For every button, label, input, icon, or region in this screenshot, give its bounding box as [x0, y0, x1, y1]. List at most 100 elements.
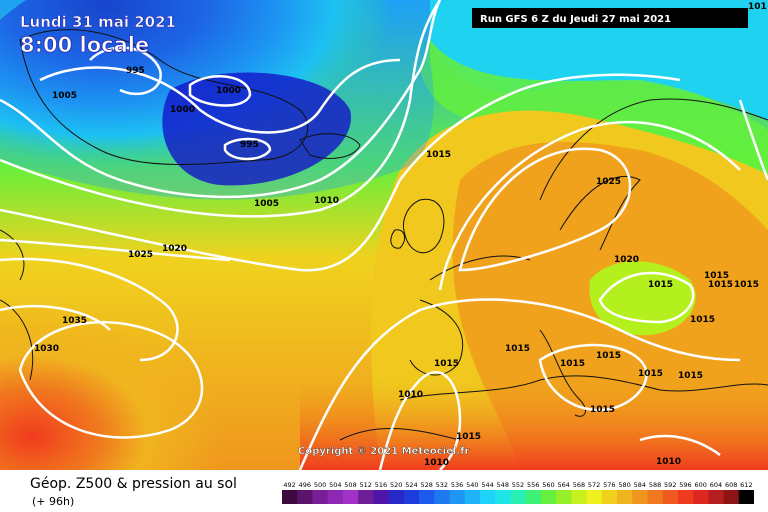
- isobar-1025-b: [458, 147, 632, 272]
- legend-tick-label: 572: [588, 481, 600, 489]
- isobar-label: 1000: [170, 105, 195, 115]
- legend-swatch: [540, 490, 557, 504]
- isobar-label: 1005: [52, 91, 77, 101]
- legend-tick-label: 508: [344, 481, 356, 489]
- isobar-label: 1010: [424, 458, 449, 468]
- isobar-1035: [0, 304, 111, 331]
- legend-swatch: [419, 490, 435, 504]
- isobar-label: 1015: [690, 315, 715, 325]
- legend-swatch: [388, 490, 405, 504]
- isobar-1015-c: [598, 271, 695, 324]
- legend-swatch: [510, 490, 526, 504]
- isobar-1005: [0, 0, 442, 199]
- field-northeast-green: [420, 40, 768, 170]
- iceland-coast: [299, 133, 361, 159]
- isobar-1030: [18, 321, 204, 439]
- legend-tick-label: 528: [420, 481, 432, 489]
- local-time-label: 8:00 locale: [20, 33, 149, 57]
- legend-tick-label: 604: [710, 481, 722, 489]
- isobar-1015-d: [538, 343, 648, 412]
- isobar-label: 1030: [34, 344, 59, 354]
- legend-swatch: [312, 490, 328, 504]
- isobar-label: 1015: [734, 280, 759, 290]
- isobar-label: 1015: [456, 432, 481, 442]
- isobar-label: 1015: [426, 150, 451, 160]
- corner-label: 101: [748, 2, 767, 12]
- legend-tick-label: 600: [694, 481, 706, 489]
- legend-tick-label: 596: [679, 481, 691, 489]
- isobar-1020-b: [438, 120, 741, 291]
- isobar-label: 1015: [648, 280, 673, 290]
- isobar-995-b: [223, 137, 272, 161]
- legend-tick-label: 496: [299, 481, 311, 489]
- isobar-label: 995: [126, 66, 145, 76]
- isobar-label: 1015: [434, 359, 459, 369]
- legend-tick-label: 520: [390, 481, 402, 489]
- legend-tick-label: 504: [329, 481, 341, 489]
- legend-tick-label: 556: [527, 481, 539, 489]
- isobar-label: 995: [240, 140, 259, 150]
- isobar-label: 1000: [216, 86, 241, 96]
- legend-swatch: [556, 490, 572, 504]
- legend-swatch: [449, 490, 466, 504]
- legend-swatch: [616, 490, 633, 504]
- legend-swatch: [647, 490, 663, 504]
- legend-swatch: [738, 490, 754, 504]
- coastlines: [0, 29, 768, 441]
- isobar-labels: 995 1005 1000 1000 995 1005 1010 1015 10…: [34, 66, 759, 468]
- footer-title: Géop. Z500 & pression au sol: [30, 476, 237, 492]
- legend-tick-label: 500: [314, 481, 326, 489]
- greenland-coast: [19, 29, 309, 165]
- isobar-1010: [0, 0, 442, 218]
- legend-swatch: [525, 490, 542, 504]
- legend-tick-label: 536: [451, 481, 463, 489]
- legend-tick-label: 592: [664, 481, 676, 489]
- isobar-1000-a: [188, 75, 252, 107]
- legend-swatch: [358, 490, 374, 504]
- legend-swatch: [297, 490, 313, 504]
- legend-swatch: [327, 490, 344, 504]
- legend-swatch: [403, 490, 420, 504]
- isobars: [0, 0, 768, 470]
- isobar-label: 1010: [398, 390, 423, 400]
- legend-swatch: [677, 490, 694, 504]
- run-info-box: [472, 8, 748, 28]
- legend-swatch: [662, 490, 679, 504]
- legend-swatch: [693, 490, 709, 504]
- isobar-1010-b: [639, 434, 721, 457]
- legend-swatch: [464, 490, 481, 504]
- legend-tick-label: 516: [375, 481, 387, 489]
- isobar-label: 1035: [62, 316, 87, 326]
- legend-swatch: [434, 490, 450, 504]
- isobar-label: 1005: [254, 199, 279, 209]
- legend-swatch: [632, 490, 648, 504]
- field-central-green: [589, 261, 696, 336]
- copyright-label: Copyright © 2021 Meteociel.fr: [298, 446, 469, 457]
- run-info-label: Run GFS 6 Z du Jeudi 27 mai 2021: [480, 14, 671, 25]
- legend-tick-label: 568: [573, 481, 585, 489]
- legend-swatch: [373, 490, 389, 504]
- isobar-label: 1015: [505, 344, 530, 354]
- isobar-1015-b: [298, 298, 741, 470]
- legend-tick-label: 612: [740, 481, 752, 489]
- legend-tick-label: 540: [466, 481, 478, 489]
- legend-swatch: [586, 490, 603, 504]
- legend-tick-label: 524: [405, 481, 417, 489]
- legend-tick-label: 576: [603, 481, 615, 489]
- legend-tick-label: 588: [649, 481, 661, 489]
- isobar-1015-a: [0, 73, 681, 272]
- isobar-1015-e: [738, 99, 768, 181]
- footer-subtitle: (+ 96h): [32, 495, 75, 508]
- legend-tick-label: 512: [360, 481, 372, 489]
- isobar-1000-b: [39, 58, 401, 134]
- isobar-1010-a: [378, 371, 462, 470]
- western-europe-coast: [409, 255, 531, 376]
- legend-tick-label: 580: [618, 481, 630, 489]
- legend-swatch: [342, 490, 359, 504]
- legend-swatch: [479, 490, 496, 504]
- legend-swatch: [708, 490, 724, 504]
- british-isles-coast: [390, 198, 445, 253]
- legend-tick-label: 584: [634, 481, 646, 489]
- legend-tick-label: 544: [481, 481, 493, 489]
- legend-swatch: [601, 490, 618, 504]
